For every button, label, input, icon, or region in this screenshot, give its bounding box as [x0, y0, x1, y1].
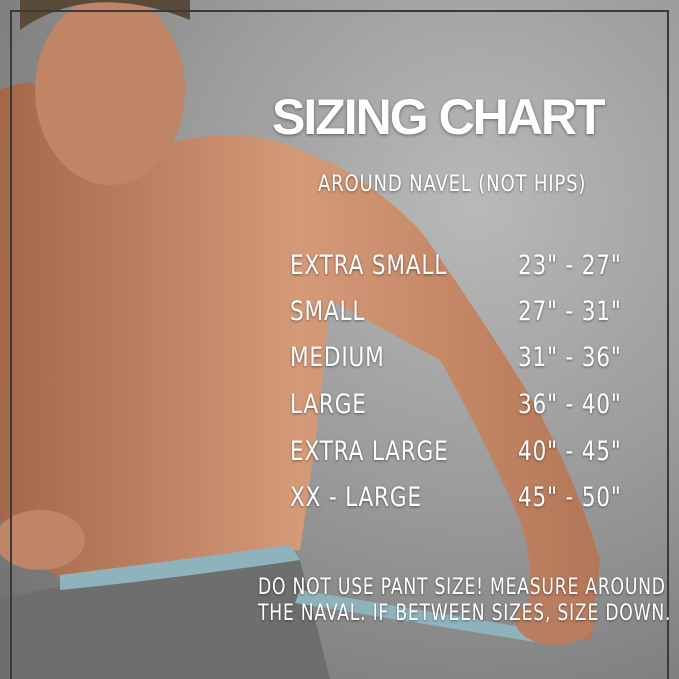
size-row: EXTRA SMALL 23" - 27": [290, 250, 630, 290]
size-label: XX - LARGE: [290, 482, 422, 513]
size-row: XX - LARGE 45" - 50": [290, 482, 630, 522]
size-label: LARGE: [290, 389, 367, 420]
size-label: EXTRA LARGE: [290, 436, 449, 467]
note-line-1: DO NOT USE PANT SIZE! MEASURE AROUND: [258, 575, 666, 600]
size-label: EXTRA SMALL: [290, 250, 448, 281]
size-row: LARGE 36" - 40": [290, 389, 630, 429]
sizing-note: DO NOT USE PANT SIZE! MEASURE AROUND THE…: [258, 575, 671, 627]
size-range: 23" - 27": [518, 250, 622, 281]
note-line-2: THE NAVAL. IF BETWEEN SIZES, SIZE DOWN.: [258, 601, 672, 626]
pants: [0, 560, 330, 679]
size-range: 31" - 36": [518, 342, 622, 373]
measuring-tape: [60, 545, 540, 642]
size-row: MEDIUM 31" - 36": [290, 342, 630, 382]
hand: [0, 510, 85, 570]
size-range: 40" - 45": [518, 436, 622, 467]
hair: [20, 0, 190, 30]
chart-title: SIZING CHART: [272, 89, 606, 145]
torso: [0, 82, 600, 640]
size-row: SMALL 27" - 31": [290, 296, 630, 336]
frame-border: [10, 10, 669, 679]
size-label: SMALL: [290, 296, 366, 327]
size-row: EXTRA LARGE 40" - 45": [290, 436, 630, 476]
size-range: 45" - 50": [518, 482, 622, 513]
hand-right: [515, 595, 595, 645]
head: [35, 0, 185, 185]
size-range: 36" - 40": [518, 389, 622, 420]
size-label: MEDIUM: [290, 342, 385, 373]
chart-subtitle: AROUND NAVEL (NOT HIPS): [318, 172, 587, 197]
size-range: 27" - 31": [518, 296, 622, 327]
